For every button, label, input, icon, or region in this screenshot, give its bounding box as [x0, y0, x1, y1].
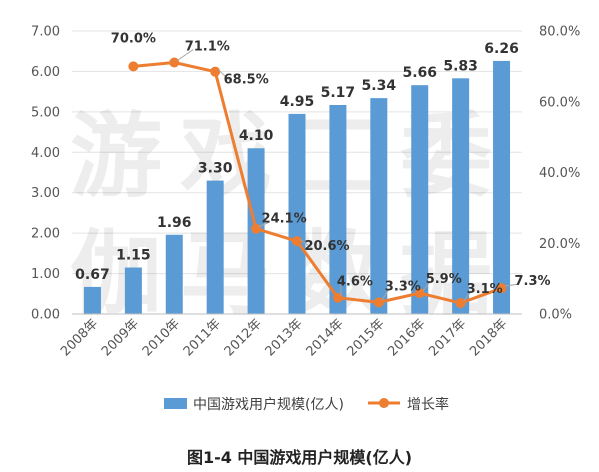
- growth-rate-label: 20.6%: [304, 239, 349, 254]
- bars: [83, 60, 511, 315]
- legend-line-label: 增长率: [407, 396, 449, 413]
- y-right-tick-label: 40.0%: [539, 166, 580, 181]
- bar-value-label: 5.17: [321, 85, 356, 101]
- bar-value-label: 1.15: [116, 248, 151, 264]
- label-leader-line: [176, 49, 194, 61]
- y-right-tick-label: 80.0%: [539, 25, 580, 40]
- growth-rate-label: 70.0%: [111, 31, 156, 46]
- growth-rate-point: [373, 297, 384, 308]
- y-right-tick-label: 20.0%: [539, 237, 580, 252]
- growth-rate-point: [292, 236, 302, 247]
- bar: [206, 180, 224, 314]
- growth-rate-point: [128, 61, 139, 72]
- growth-rate-label: 24.1%: [262, 212, 307, 227]
- bar-value-label: 6.26: [484, 41, 519, 57]
- bar-value-label: 3.30: [198, 161, 233, 177]
- growth-rate-point: [169, 57, 180, 68]
- y-right-tick-label: 60.0%: [539, 95, 580, 110]
- label-leaders: [176, 49, 519, 302]
- label-leader-line: [504, 283, 519, 287]
- y-left-tick-label: 4.00: [31, 146, 60, 161]
- legend-bar-label: 中国游戏用户规模(亿人): [193, 396, 344, 413]
- label-leader-line: [258, 221, 271, 228]
- bar: [411, 85, 429, 314]
- bar-value-label: 4.95: [280, 94, 315, 110]
- legend-bar-swatch: [164, 398, 187, 409]
- y-left-tick-label: 6.00: [31, 65, 60, 80]
- y-left-tick-label: 2.00: [31, 227, 60, 242]
- growth-rate-point: [414, 288, 425, 299]
- growth-rate-label: 3.3%: [385, 279, 421, 294]
- bar: [370, 98, 388, 315]
- y-left-tick-label: 5.00: [31, 105, 60, 120]
- legend-line-marker: [379, 398, 389, 408]
- bar-value-label: 5.83: [443, 58, 478, 74]
- label-leader-line: [299, 238, 314, 250]
- growth-line: [128, 57, 507, 309]
- growth-rate-point: [496, 283, 507, 294]
- bar: [165, 234, 183, 314]
- label-leader-line: [463, 291, 472, 302]
- bar: [83, 286, 101, 314]
- label-leader-line: [422, 281, 431, 292]
- growth-rate-point: [210, 66, 221, 77]
- growth-rate-label: 3.1%: [467, 282, 503, 297]
- growth-rate-line: [133, 60, 503, 305]
- label-leader-line: [217, 69, 233, 84]
- figure-caption: 图1-4 中国游戏用户规模(亿人): [186, 448, 413, 467]
- growth-rate-label: 7.3%: [515, 274, 551, 289]
- bar-value-label: 5.66: [402, 65, 437, 81]
- growth-rate-label: 4.6%: [337, 275, 373, 290]
- bar-value-label: 0.67: [75, 267, 110, 283]
- growth-rate-point: [251, 223, 262, 234]
- y-left-tick-label: 3.00: [31, 186, 60, 201]
- growth-rate-label: 68.5%: [224, 73, 269, 88]
- bar-value-label: 1.96: [157, 215, 192, 231]
- bar: [288, 113, 306, 314]
- y-right-tick-label: 0.0%: [539, 308, 572, 323]
- y-left-tick-label: 0.00: [31, 308, 60, 323]
- bar: [452, 78, 470, 315]
- bar-value-label: 5.34: [362, 78, 397, 94]
- y-left-tick-label: 7.00: [31, 25, 60, 40]
- label-leader-line: [381, 289, 390, 301]
- y-left-axis: 0.00 1.00 2.00 3.00 4.00 5.00 6.00 7.00: [31, 25, 60, 323]
- bar: [124, 267, 142, 314]
- growth-rate-label: 5.9%: [426, 272, 462, 287]
- bar: [329, 104, 347, 314]
- bar-value-label: 4.10: [239, 128, 274, 144]
- growth-rate-point: [455, 298, 466, 309]
- growth-rate-label: 71.1%: [185, 39, 230, 54]
- y-right-axis: 0.0% 20.0% 40.0% 60.0% 80.0%: [539, 25, 580, 323]
- bar: [493, 60, 511, 314]
- legend: 中国游戏用户规模(亿人) 增长率: [164, 396, 449, 413]
- y-left-tick-label: 1.00: [31, 267, 60, 282]
- data-labels: 0.67 1.15 1.96 3.30 4.10 4.95 5.17 5.34 5.66 5.83…: [75, 31, 550, 297]
